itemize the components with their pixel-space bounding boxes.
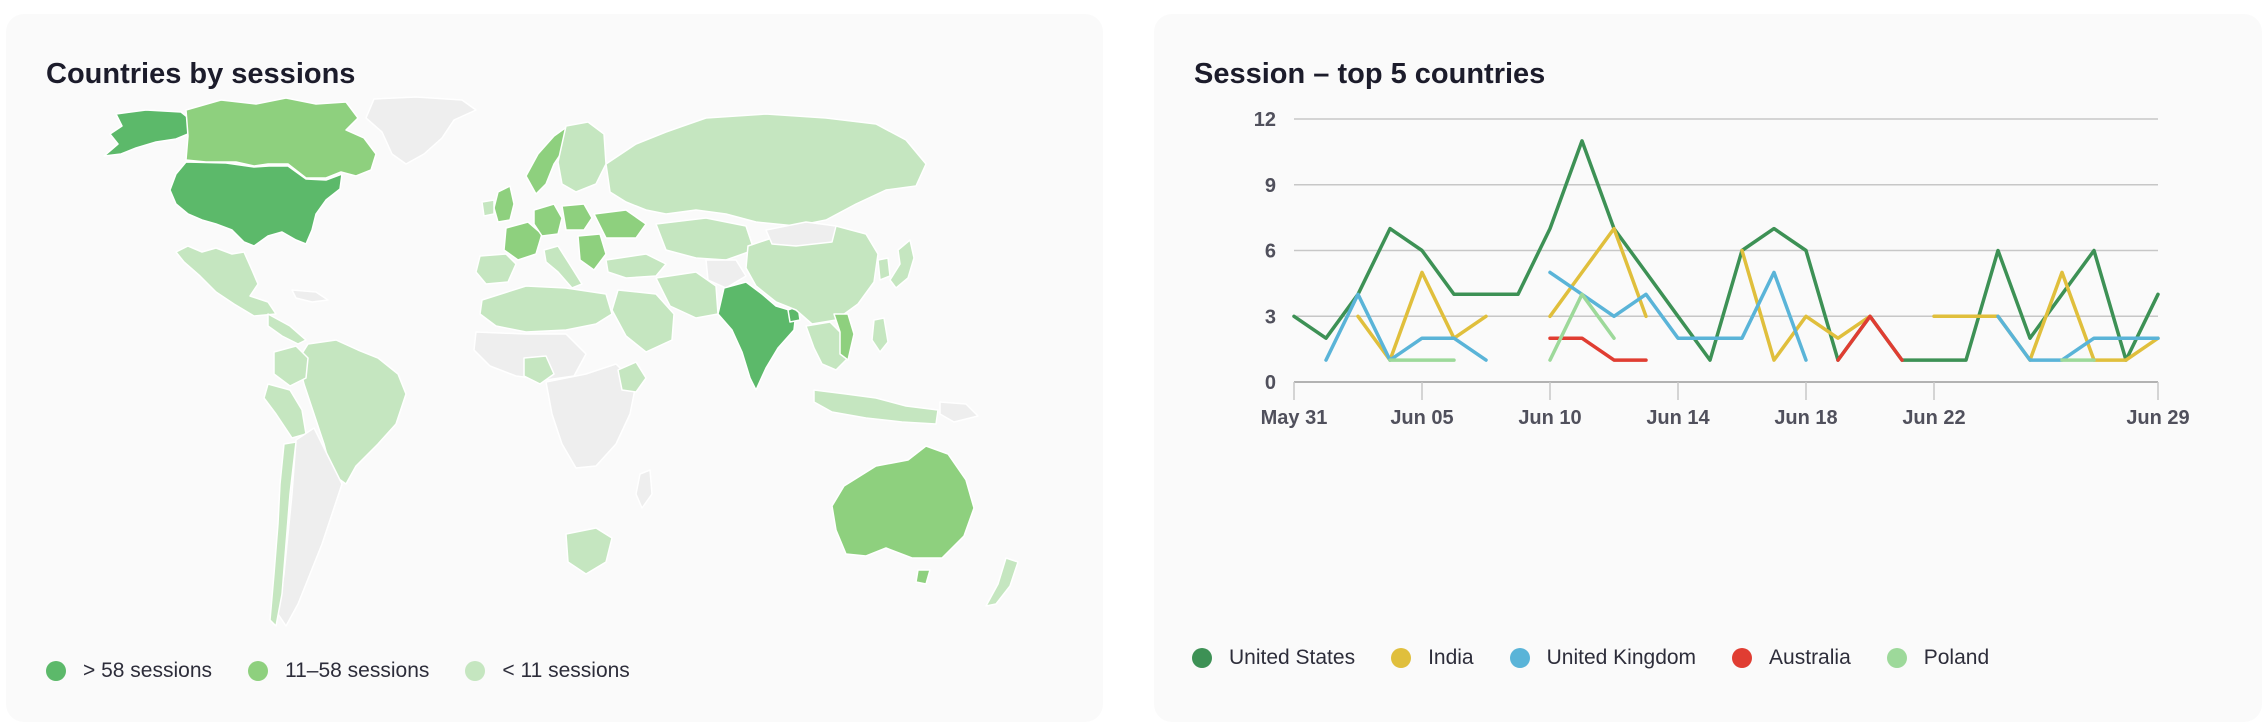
map-region-colombia	[273, 345, 309, 387]
map-region-mexico	[175, 245, 277, 317]
map-region-philippines	[871, 317, 889, 353]
y-tick-label: 12	[1254, 109, 1276, 131]
legend-dot-united-states	[1192, 648, 1212, 668]
chart-legend-label: Australia	[1769, 646, 1851, 669]
map-region-poland	[561, 203, 593, 231]
map-region-united-states	[169, 161, 343, 247]
legend-dot-india	[1391, 648, 1412, 668]
map-legend: > 58 sessions 11–58 sessions < 11 sessio…	[46, 659, 666, 683]
world-map	[103, 96, 1019, 627]
map-region-new-zealand	[985, 557, 1019, 607]
map-region-greenland	[365, 96, 477, 165]
x-tick-label: Jun 29	[2126, 407, 2189, 429]
map-region-germany	[533, 203, 563, 237]
x-tick-label: Jun 14	[1646, 407, 1710, 429]
chart-title: Session – top 5 countries	[1194, 58, 1546, 90]
map-region-china	[745, 225, 879, 325]
map-card: Countries by sessions	[6, 14, 1103, 722]
map-region-canada	[185, 97, 377, 179]
map-legend-label: > 58 sessions	[83, 659, 212, 682]
map-region-russia	[605, 113, 927, 227]
line-chart: 0 3 6 9 12 May 31 Jun 05 Jun 10 Jun 14 Jun 18 Jun …	[1254, 109, 2190, 429]
map-region-south-africa	[565, 527, 613, 575]
y-tick-label: 3	[1265, 306, 1276, 328]
legend-dot-mid	[248, 661, 268, 681]
chart-legend-label: United Kingdom	[1546, 646, 1697, 669]
map-region-tasmania	[915, 569, 931, 585]
legend-dot-poland	[1886, 648, 1907, 668]
map-region-saudi	[611, 289, 675, 353]
chart-legend-item[interactable]: Australia	[1732, 646, 1851, 670]
chart-legend-item[interactable]: United States	[1192, 646, 1355, 670]
map-legend-item: > 58 sessions	[46, 659, 212, 683]
map-region-india	[717, 281, 797, 391]
map-region-nigeria	[523, 355, 555, 385]
map-legend-item: < 11 sessions	[465, 659, 630, 683]
map-region-central-africa	[545, 363, 637, 469]
map-region-vietnam	[833, 313, 855, 361]
chart-legend: United States India United Kingdom Austr…	[1192, 646, 2025, 670]
chart-legend-label: India	[1428, 646, 1474, 669]
map-legend-label: < 11 sessions	[502, 659, 630, 682]
series-line-united-states[interactable]	[1292, 139, 2160, 362]
x-tick-label: Jun 05	[1390, 407, 1453, 429]
y-tick-label: 6	[1265, 241, 1276, 263]
map-region-argentina	[277, 427, 343, 627]
legend-dot-australia	[1732, 648, 1753, 668]
legend-dot-low	[465, 661, 486, 681]
map-region-france	[503, 221, 543, 261]
series-line-australia[interactable]	[1548, 314, 1904, 362]
map-region-cuba	[291, 289, 329, 303]
map-region-peru	[263, 383, 307, 439]
map-region-southeast-asia	[805, 321, 849, 371]
x-tick-label: Jun 10	[1518, 407, 1581, 429]
map-legend-item: 11–58 sessions	[248, 659, 429, 683]
map-region-balkans	[577, 233, 607, 271]
map-region-sweden-finland	[557, 121, 607, 193]
map-region-east-africa	[617, 361, 647, 393]
chart-legend-label: Poland	[1923, 646, 1990, 669]
map-region-turkey	[605, 253, 667, 279]
map-region-australia	[831, 445, 975, 559]
map-region-png	[939, 401, 979, 423]
map-region-italy	[543, 245, 583, 289]
map-region-ukraine	[593, 209, 647, 239]
map-region-korea	[877, 257, 891, 281]
map-region-central-america	[267, 313, 307, 345]
legend-dot-high	[46, 661, 66, 681]
map-region-uk	[493, 185, 515, 223]
y-tick-label: 0	[1265, 372, 1276, 394]
series-line-india[interactable]	[1356, 226, 2160, 362]
map-region-chile	[269, 441, 297, 627]
chart-legend-label: United States	[1229, 646, 1356, 669]
map-region-japan	[889, 239, 915, 289]
map-region-ireland	[481, 199, 495, 217]
series-line-poland[interactable]	[1388, 292, 2096, 362]
map-region-madagascar	[635, 469, 653, 509]
map-region-brazil	[297, 339, 407, 485]
chart-card: Session – top 5 countries 0 3 6 9 12 May 31 Ju…	[1154, 14, 2262, 722]
y-tick-label: 9	[1265, 175, 1276, 197]
chart-legend-item[interactable]: United Kingdom	[1509, 646, 1697, 670]
map-region-alaska	[103, 109, 192, 157]
map-region-indonesia	[813, 389, 939, 425]
map-region-mongolia	[765, 221, 837, 247]
map-legend-label: 11–58 sessions	[285, 659, 430, 682]
map-region-kazakhstan	[655, 217, 755, 261]
map-region-central-asia	[705, 259, 747, 289]
x-tick-label: May 31	[1261, 407, 1328, 429]
chart-legend-item[interactable]: Poland	[1886, 646, 1990, 670]
chart-legend-item[interactable]: India	[1391, 646, 1474, 670]
legend-dot-united-kingdom	[1509, 648, 1530, 668]
map-region-iberia	[475, 253, 517, 285]
series-line-united-kingdom[interactable]	[1324, 270, 2160, 362]
map-region-west-africa	[473, 331, 587, 381]
x-tick-label: Jun 18	[1774, 407, 1837, 429]
map-title: Countries by sessions	[46, 58, 356, 90]
x-tick-label: Jun 22	[1902, 407, 1965, 429]
map-region-north-africa	[479, 285, 613, 333]
